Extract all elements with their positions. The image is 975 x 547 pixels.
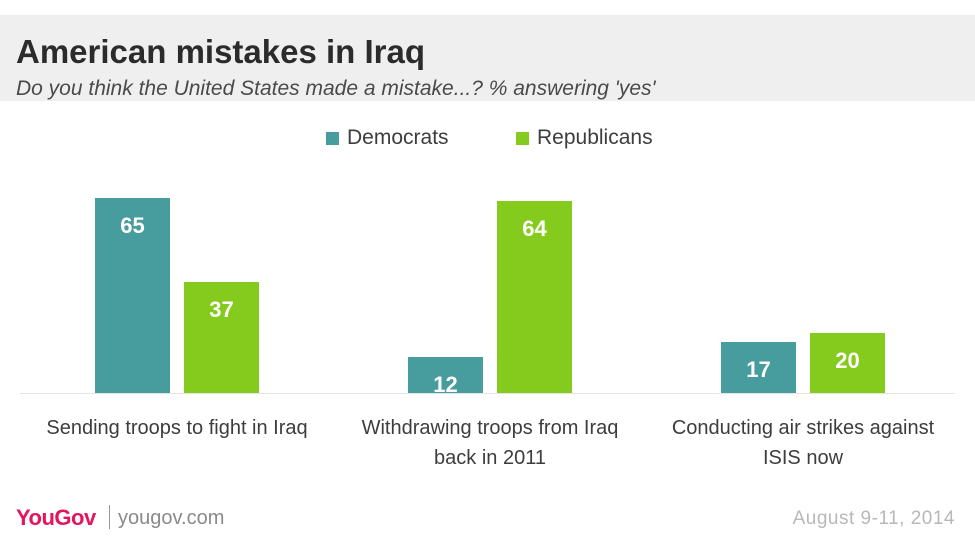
category-label-1-line-1: back in 2011	[434, 447, 546, 469]
legend-label-republicans: Republicans	[537, 126, 653, 149]
data-label-democrats-2: 17	[746, 357, 770, 382]
survey-date: August 9-11, 2014	[792, 508, 955, 529]
bar-democrats-0	[95, 198, 170, 393]
category-label-1-line-0: Withdrawing troops from Iraq	[362, 417, 619, 439]
category-label-0-line-0: Sending troops to fight in Iraq	[46, 417, 307, 439]
legend-swatch-democrats	[326, 131, 339, 145]
bar-republicans-0	[184, 282, 259, 393]
category-label-2-line-0: Conducting air strikes against	[672, 417, 935, 439]
data-label-republicans-1: 64	[522, 216, 547, 241]
legend-item-democrats: Democrats	[326, 126, 449, 150]
category-label-2-line-1: ISIS now	[763, 447, 844, 469]
data-label-republicans-0: 37	[209, 297, 233, 322]
data-label-republicans-2: 20	[835, 348, 859, 373]
bar-democrats-1	[408, 357, 483, 393]
legend-swatch-republicans	[516, 131, 529, 145]
data-label-democrats-0: 65	[120, 213, 144, 238]
footer-site-link[interactable]: yougov.com	[118, 507, 225, 529]
data-label-democrats-1: 12	[433, 372, 457, 397]
bar-republicans-2	[810, 333, 885, 393]
yougov-logo: YouGov	[16, 505, 96, 530]
chart-title: American mistakes in Iraq	[16, 33, 426, 70]
legend-item-republicans: Republicans	[516, 126, 653, 150]
bar-democrats-2	[721, 342, 796, 393]
footer-divider	[109, 505, 110, 529]
bar-chart: 65 37 Sending troops to fight in Iraq 12 64 W…	[20, 198, 955, 469]
bar-republicans-1	[497, 201, 572, 393]
chart-legend: Democrats Republicans	[0, 126, 975, 152]
chart-header: American mistakes in Iraq Do you think t…	[0, 15, 975, 101]
legend-label-democrats: Democrats	[347, 126, 449, 149]
chart-subtitle: Do you think the United States made a mi…	[16, 77, 656, 100]
